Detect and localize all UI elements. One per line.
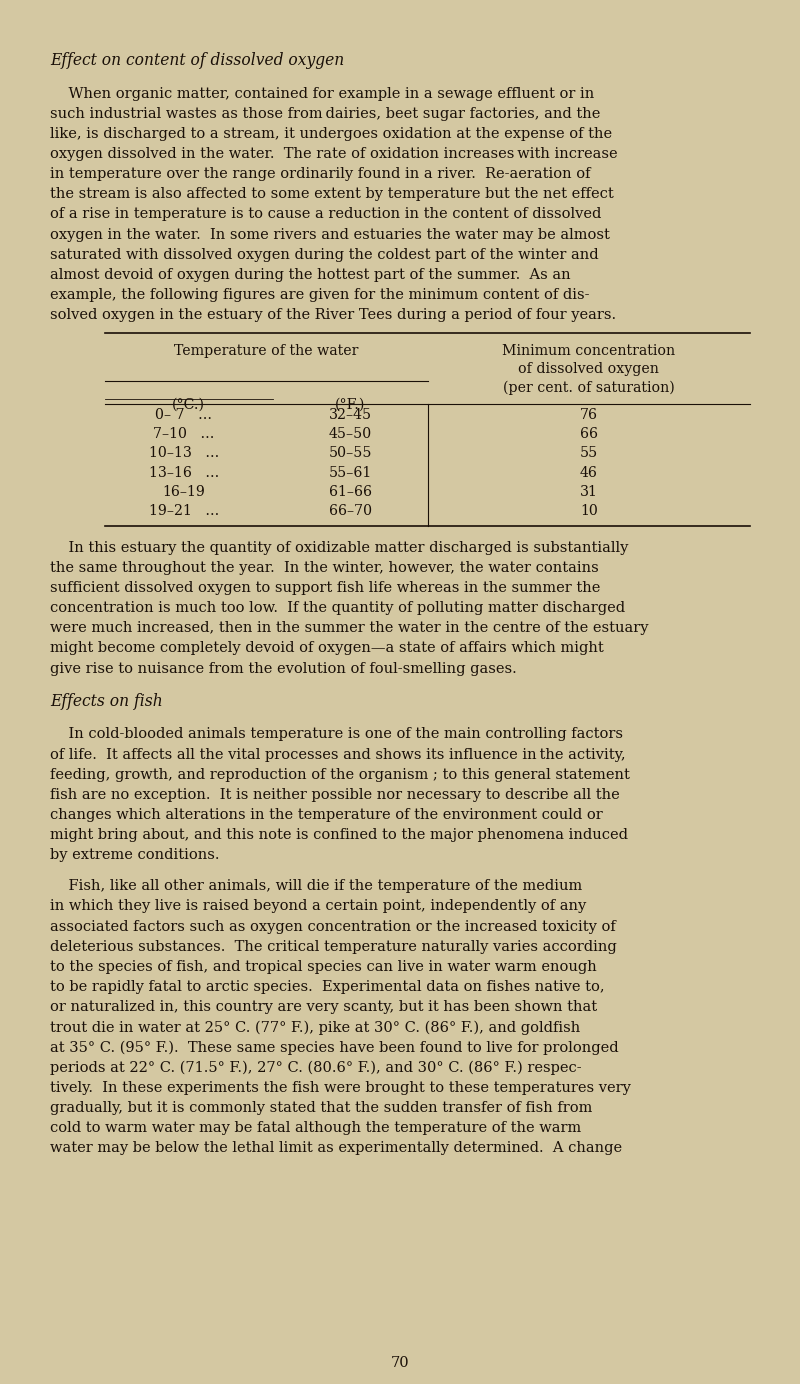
Text: fish are no exception.  It is neither possible nor necessary to describe all the: fish are no exception. It is neither pos… — [50, 787, 620, 801]
Text: were much increased, then in the summer the water in the centre of the estuary: were much increased, then in the summer … — [50, 621, 649, 635]
Text: solved oxygen in the estuary of the River Tees during a period of four years.: solved oxygen in the estuary of the Rive… — [50, 309, 616, 322]
Text: trout die in water at 25° C. (77° F.), pike at 30° C. (86° F.), and goldfish: trout die in water at 25° C. (77° F.), p… — [50, 1020, 580, 1035]
Text: Temperature of the water: Temperature of the water — [174, 343, 358, 357]
Text: or naturalized in, this country are very scanty, but it has been shown that: or naturalized in, this country are very… — [50, 1001, 597, 1014]
Text: 66: 66 — [580, 428, 598, 441]
Text: (°C.): (°C.) — [172, 397, 206, 411]
Text: 66–70: 66–70 — [329, 504, 372, 518]
Text: example, the following figures are given for the minimum content of dis-: example, the following figures are given… — [50, 288, 590, 302]
Text: 55–61: 55–61 — [329, 465, 372, 479]
Text: saturated with dissolved oxygen during the coldest part of the winter and: saturated with dissolved oxygen during t… — [50, 248, 598, 262]
Text: 31: 31 — [580, 484, 598, 498]
Text: by extreme conditions.: by extreme conditions. — [50, 848, 219, 862]
Text: of life.  It affects all the vital processes and shows its influence in the acti: of life. It affects all the vital proces… — [50, 747, 626, 761]
Text: 70: 70 — [390, 1356, 410, 1370]
Text: deleterious substances.  The critical temperature naturally varies according: deleterious substances. The critical tem… — [50, 940, 617, 954]
Text: might bring about, and this note is confined to the major phenomena induced: might bring about, and this note is conf… — [50, 828, 628, 841]
Text: Effects on fish: Effects on fish — [50, 693, 162, 710]
Text: cold to warm water may be fatal although the temperature of the warm: cold to warm water may be fatal although… — [50, 1121, 582, 1135]
Text: tively.  In these experiments the fish were brought to these temperatures very: tively. In these experiments the fish we… — [50, 1081, 631, 1095]
Text: the stream is also affected to some extent by temperature but the net effect: the stream is also affected to some exte… — [50, 187, 614, 201]
Text: oxygen in the water.  In some rivers and estuaries the water may be almost: oxygen in the water. In some rivers and … — [50, 227, 610, 242]
Text: (°F.): (°F.) — [335, 397, 366, 411]
Text: changes which alterations in the temperature of the environment could or: changes which alterations in the tempera… — [50, 808, 602, 822]
Text: In cold-blooded animals temperature is one of the main controlling factors: In cold-blooded animals temperature is o… — [50, 728, 623, 742]
Text: Fish, like all other animals, will die if the temperature of the medium: Fish, like all other animals, will die i… — [50, 879, 582, 894]
Text: 45–50: 45–50 — [329, 428, 372, 441]
Text: 19–21   ...: 19–21 ... — [149, 504, 219, 518]
Text: In this estuary the quantity of oxidizable matter discharged is substantially: In this estuary the quantity of oxidizab… — [50, 541, 628, 555]
Text: sufficient dissolved oxygen to support fish life whereas in the summer the: sufficient dissolved oxygen to support f… — [50, 581, 600, 595]
Text: in which they live is raised beyond a certain point, independently of any: in which they live is raised beyond a ce… — [50, 900, 586, 913]
Text: 13–16   ...: 13–16 ... — [149, 465, 219, 479]
Text: water may be below the lethal limit as experimentally determined.  A change: water may be below the lethal limit as e… — [50, 1140, 622, 1156]
Text: 46: 46 — [580, 465, 598, 479]
Text: to the species of fish, and tropical species can live in water warm enough: to the species of fish, and tropical spe… — [50, 960, 597, 974]
Text: like, is discharged to a stream, it undergoes oxidation at the expense of the: like, is discharged to a stream, it unde… — [50, 127, 612, 141]
Text: in temperature over the range ordinarily found in a river.  Re-aeration of: in temperature over the range ordinarily… — [50, 167, 590, 181]
Text: at 35° C. (95° F.).  These same species have been found to live for prolonged: at 35° C. (95° F.). These same species h… — [50, 1041, 618, 1055]
Text: feeding, growth, and reproduction of the organism ; to this general statement: feeding, growth, and reproduction of the… — [50, 768, 630, 782]
Text: (per cent. of saturation): (per cent. of saturation) — [503, 381, 674, 394]
Text: concentration is much too low.  If the quantity of polluting matter discharged: concentration is much too low. If the qu… — [50, 601, 625, 616]
Text: the same throughout the year.  In the winter, however, the water contains: the same throughout the year. In the win… — [50, 561, 598, 574]
Text: such industrial wastes as those from dairies, beet sugar factories, and the: such industrial wastes as those from dai… — [50, 107, 600, 120]
Text: Minimum concentration: Minimum concentration — [502, 343, 675, 357]
Text: give rise to nuisance from the evolution of foul-smelling gases.: give rise to nuisance from the evolution… — [50, 662, 517, 675]
Text: 32–45: 32–45 — [329, 408, 372, 422]
Text: gradually, but it is commonly stated that the sudden transfer of fish from: gradually, but it is commonly stated tha… — [50, 1100, 592, 1114]
Text: 55: 55 — [580, 447, 598, 461]
Text: 61–66: 61–66 — [329, 484, 371, 498]
Text: Effect on content of dissolved oxygen: Effect on content of dissolved oxygen — [50, 53, 344, 69]
Text: of a rise in temperature is to cause a reduction in the content of dissolved: of a rise in temperature is to cause a r… — [50, 208, 602, 221]
Text: periods at 22° C. (71.5° F.), 27° C. (80.6° F.), and 30° C. (86° F.) respec-: periods at 22° C. (71.5° F.), 27° C. (80… — [50, 1060, 582, 1075]
Text: 10–13   ...: 10–13 ... — [149, 447, 219, 461]
Text: oxygen dissolved in the water.  The rate of oxidation increases with increase: oxygen dissolved in the water. The rate … — [50, 147, 618, 161]
Text: 76: 76 — [580, 408, 598, 422]
Text: When organic matter, contained for example in a sewage effluent or in: When organic matter, contained for examp… — [50, 87, 594, 101]
Text: 16–19: 16–19 — [162, 484, 206, 498]
Text: to be rapidly fatal to arctic species.  Experimental data on fishes native to,: to be rapidly fatal to arctic species. E… — [50, 980, 605, 994]
Text: 50–55: 50–55 — [328, 447, 372, 461]
Text: might become completely devoid of oxygen—a state of affairs which might: might become completely devoid of oxygen… — [50, 641, 604, 656]
Text: 0– 7   ...: 0– 7 ... — [155, 408, 212, 422]
Text: almost devoid of oxygen during the hottest part of the summer.  As an: almost devoid of oxygen during the hotte… — [50, 267, 570, 282]
Text: 10: 10 — [580, 504, 598, 518]
Text: 7–10   ...: 7–10 ... — [153, 428, 214, 441]
Text: of dissolved oxygen: of dissolved oxygen — [518, 363, 659, 376]
Text: associated factors such as oxygen concentration or the increased toxicity of: associated factors such as oxygen concen… — [50, 919, 616, 934]
